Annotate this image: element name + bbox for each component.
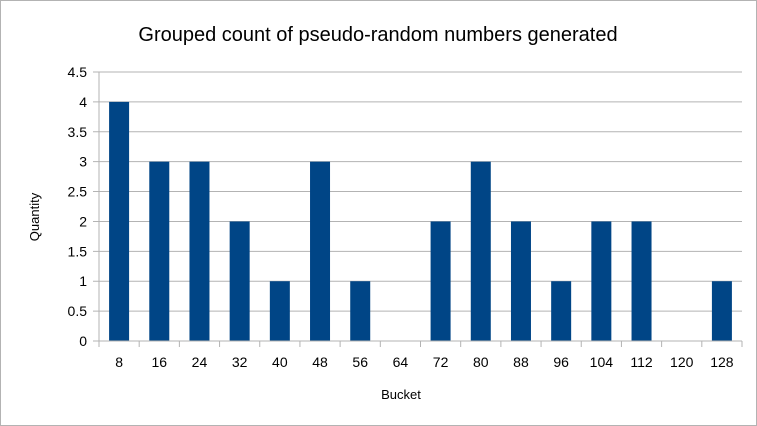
x-tick-label: 64 (393, 354, 409, 370)
bar (470, 161, 491, 341)
bar (269, 281, 290, 341)
y-tick-label: 0 (79, 333, 87, 349)
x-tick-label: 16 (151, 354, 167, 370)
y-tick-label: 1 (79, 273, 87, 289)
x-tick-label: 104 (590, 354, 614, 370)
x-tick-label: 88 (513, 354, 529, 370)
y-tick-labels: 0 0.5 1 1.5 2 2.5 3 3.5 4 4.5 (68, 64, 88, 349)
bar (310, 161, 331, 341)
y-tick-label: 1.5 (68, 243, 88, 259)
y-tick-label: 2.5 (68, 184, 88, 200)
y-tick-label: 3 (79, 154, 87, 170)
bar (189, 161, 210, 341)
bar (631, 221, 652, 341)
chart-title: Grouped count of pseudo-random numbers g… (138, 24, 617, 46)
bars (109, 101, 732, 341)
bar (430, 221, 451, 341)
y-tick-label: 2 (79, 213, 87, 229)
x-tick-label: 32 (232, 354, 248, 370)
y-tick-label: 4.5 (68, 64, 88, 80)
x-tick-label: 112 (630, 354, 653, 370)
x-tick-label: 8 (115, 354, 123, 370)
x-tick-label: 24 (192, 354, 208, 370)
bar (510, 221, 531, 341)
x-tick-label: 128 (710, 354, 734, 370)
bar (149, 161, 170, 341)
x-tick-label: 56 (352, 354, 368, 370)
x-tick-label: 40 (272, 354, 288, 370)
x-axis-title: Bucket (381, 387, 421, 402)
x-tick-label: 72 (433, 354, 449, 370)
y-tick-label: 3.5 (68, 124, 88, 140)
x-tick-label: 120 (670, 354, 694, 370)
x-tick-label: 48 (312, 354, 328, 370)
y-axis-title: Quantity (27, 192, 42, 241)
y-tick-label: 4 (79, 94, 87, 110)
bar (350, 281, 371, 341)
y-tick-label: 0.5 (68, 303, 88, 319)
bar (109, 101, 130, 341)
bar (229, 221, 250, 341)
bar (551, 281, 572, 341)
bar (711, 281, 732, 341)
axes (98, 72, 743, 347)
bar (591, 221, 612, 341)
x-tick-label: 96 (553, 354, 569, 370)
x-tick-labels: 8 16 24 32 40 48 56 64 72 80 88 96 104 112 120 128 (115, 354, 734, 370)
x-tick-label: 80 (473, 354, 489, 370)
